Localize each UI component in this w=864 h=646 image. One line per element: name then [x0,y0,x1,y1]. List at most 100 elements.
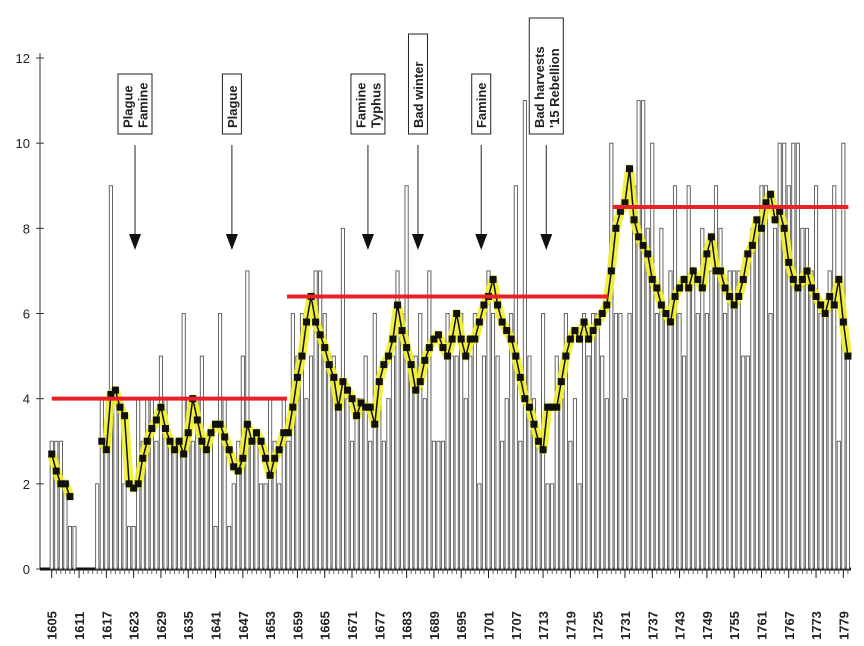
bar [650,142,655,570]
bar [754,227,759,570]
marker [175,437,183,445]
bar [586,355,591,570]
bar [359,398,364,570]
marker [221,433,229,441]
marker [125,480,133,488]
marker [403,344,411,352]
marker [680,275,688,283]
bar [691,270,696,570]
marker [689,267,697,275]
marker [785,258,793,266]
y-tick-label: 10 [16,136,30,151]
x-tick-label: 1611 [72,612,87,640]
x-tick-label: 1617 [99,611,114,640]
marker [198,437,206,445]
marker [184,429,192,437]
bar [682,355,687,570]
marker [52,467,60,475]
bar [58,440,63,570]
marker [644,250,652,258]
x-tick-label: 1767 [782,611,797,640]
marker [243,420,251,428]
annotation-arrowhead [361,234,374,250]
bar [67,525,72,570]
marker [535,437,543,445]
x-tick-label: 1653 [263,611,278,640]
marker [312,318,320,326]
marker [280,429,288,437]
annotation-label: Bad winter [411,62,426,128]
bar [422,398,427,570]
marker [394,301,402,309]
marker [262,454,270,462]
marker [730,301,738,309]
bar [108,185,113,570]
marker [266,471,274,479]
bar [509,313,514,570]
bar [309,355,314,570]
marker [152,416,160,424]
bar [213,525,218,570]
marker [466,335,474,343]
marker [475,318,483,326]
bar [745,355,750,570]
marker [161,424,169,432]
marker [107,390,115,398]
marker [316,331,324,339]
annotation-label: Bad harvests [532,46,547,128]
marker [398,327,406,335]
bar [723,313,728,570]
marker [157,403,165,411]
bar [277,483,282,570]
bar [550,483,555,570]
bar [727,270,732,570]
marker [753,216,761,224]
bar [445,313,450,570]
marker [207,429,215,437]
bar [349,440,355,570]
marker [293,373,301,381]
bar [581,313,587,570]
marker [421,356,429,364]
marker [61,480,69,488]
bar [404,185,409,570]
bar [354,398,359,570]
bar [395,270,400,570]
bar [95,483,100,570]
marker [771,216,779,224]
marker [339,378,347,386]
annotation-label: Plague [225,85,240,128]
bar [381,440,386,570]
y-tick-label: 12 [16,51,30,66]
bar [318,270,323,570]
bar [177,440,182,570]
marker [216,420,224,428]
marker [844,352,852,360]
bar [272,440,277,570]
marker [839,318,847,326]
marker [830,301,838,309]
marker [521,395,529,403]
bar [654,313,659,570]
marker [562,352,570,360]
bar [718,227,723,570]
x-tick-label: 1647 [236,611,251,640]
x-tick-label: 1743 [673,611,688,640]
marker [812,292,820,300]
bar [791,142,796,570]
marker [703,250,711,258]
bar [554,355,559,570]
bar [113,398,118,570]
marker [603,301,611,309]
annotation-label: Famine [353,82,368,128]
bar [686,185,691,570]
y-tick-label: 0 [23,562,30,577]
bar [736,270,741,570]
bar [622,398,628,570]
bar [741,355,746,570]
marker [343,386,351,394]
marker [225,446,233,454]
marker [635,233,643,241]
x-tick-label: 1677 [372,611,387,640]
marker [362,403,370,411]
